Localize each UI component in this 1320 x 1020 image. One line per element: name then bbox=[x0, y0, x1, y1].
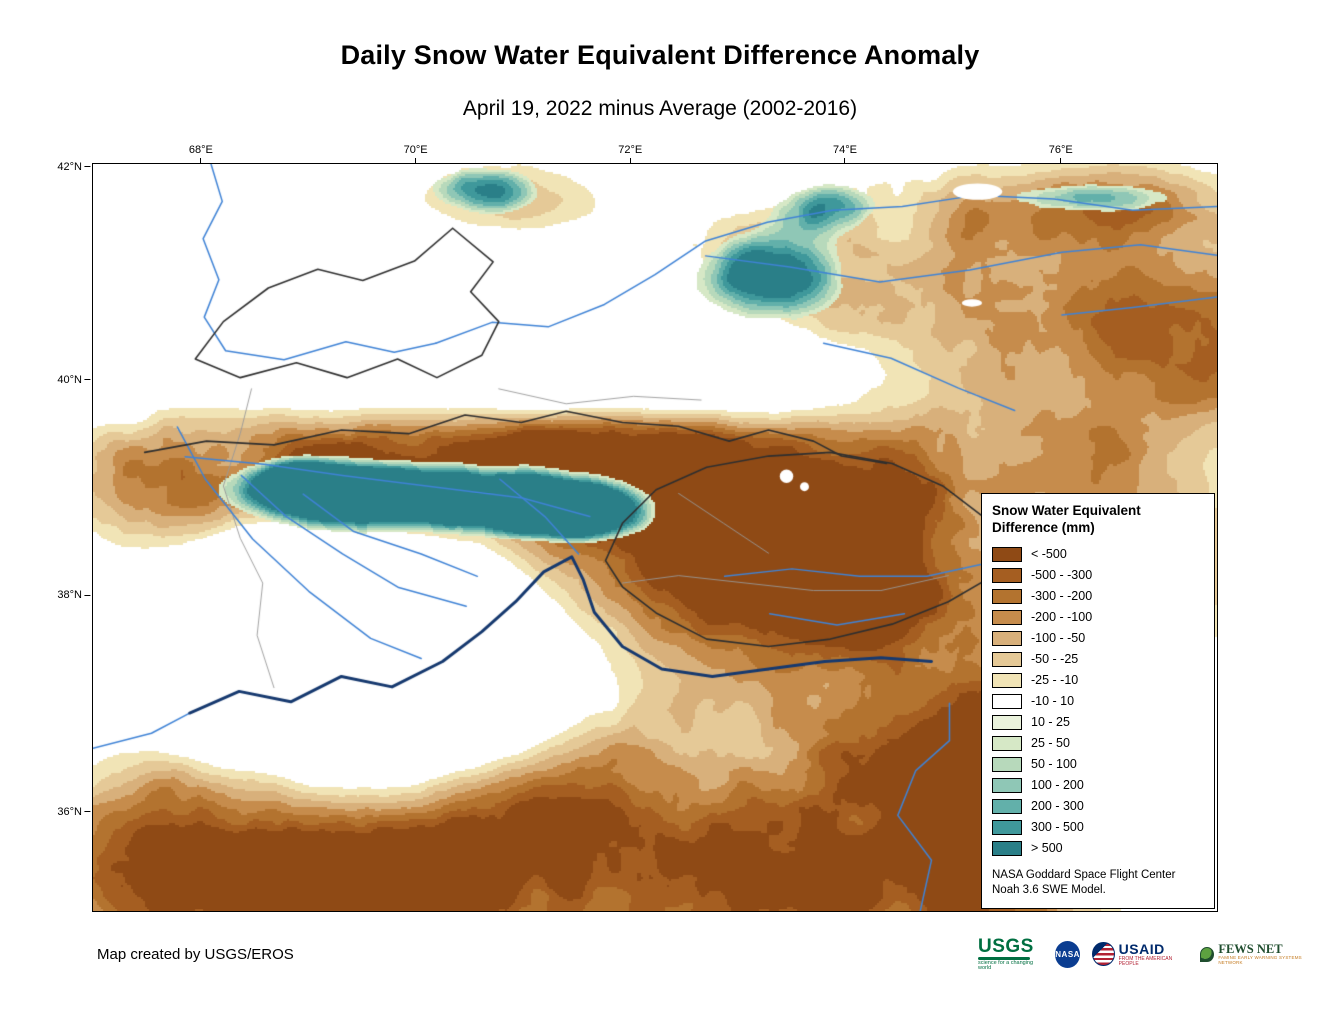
legend-swatch bbox=[992, 672, 1022, 688]
fewsnet-globe-icon bbox=[1200, 946, 1215, 962]
tick-mark bbox=[629, 158, 631, 163]
legend-row: -10 - 10 bbox=[992, 691, 1204, 712]
legend-label: 200 - 300 bbox=[1031, 799, 1084, 814]
y-tick-label: 42°N bbox=[57, 160, 82, 173]
legend-label: > 500 bbox=[1031, 841, 1063, 856]
legend-label: -300 - -200 bbox=[1031, 589, 1093, 604]
usaid-seal-icon bbox=[1092, 942, 1115, 966]
legend-note-line1: NASA Goddard Space Flight Center bbox=[992, 868, 1176, 881]
x-tick-label: 68°E bbox=[188, 144, 213, 156]
usaid-tagline: FROM THE AMERICAN PEOPLE bbox=[1118, 955, 1173, 967]
legend-swatch bbox=[992, 819, 1022, 835]
legend-title: Snow Water Equivalent Difference (mm) bbox=[992, 503, 1204, 537]
y-tick-40n: 40°N bbox=[57, 374, 90, 386]
x-tick-76e: 76°E bbox=[1049, 144, 1073, 163]
legend-row: 300 - 500 bbox=[992, 817, 1204, 838]
legend-label: -200 - -100 bbox=[1031, 610, 1093, 625]
legend-label: 300 - 500 bbox=[1031, 820, 1084, 835]
tick-mark bbox=[844, 158, 846, 163]
legend-label: 100 - 200 bbox=[1031, 778, 1084, 793]
y-tick-label: 36°N bbox=[57, 805, 82, 818]
fewsnet-logo-text: FEWS NET bbox=[1218, 941, 1283, 956]
legend-row: 200 - 300 bbox=[992, 796, 1204, 817]
legend-swatch bbox=[992, 840, 1022, 856]
legend-swatch bbox=[992, 798, 1022, 814]
page-title: Daily Snow Water Equivalent Difference A… bbox=[340, 40, 980, 70]
legend-swatch bbox=[992, 546, 1022, 562]
x-tick-label: 72°E bbox=[618, 144, 643, 156]
legend-label: -100 - -50 bbox=[1031, 631, 1086, 646]
y-tick-42n: 42°N bbox=[57, 161, 90, 173]
legend-label: -50 - -25 bbox=[1031, 652, 1079, 667]
usgs-tagline: science for a changing world bbox=[978, 959, 1034, 971]
legend-swatch bbox=[992, 735, 1022, 751]
fewsnet-tagline: FAMINE EARLY WARNING SYSTEMS NETWORK bbox=[1218, 955, 1302, 965]
y-tick-38n: 38°N bbox=[57, 589, 90, 601]
legend-label: -25 - -10 bbox=[1031, 673, 1079, 688]
logo-strip: USGS science for a changing world NASA U… bbox=[978, 937, 1320, 971]
map-credit: Map created by USGS/EROS bbox=[97, 946, 294, 963]
x-tick-72e: 72°E bbox=[618, 144, 642, 163]
tick-mark bbox=[84, 379, 90, 381]
legend-row: -500 - -300 bbox=[992, 565, 1204, 586]
x-tick-label: 74°E bbox=[832, 144, 857, 156]
usgs-wave-icon bbox=[978, 956, 1030, 960]
legend-label: 50 - 100 bbox=[1031, 757, 1077, 772]
x-tick-68e: 68°E bbox=[189, 144, 213, 163]
y-tick-36n: 36°N bbox=[57, 806, 90, 818]
x-tick-label: 76°E bbox=[1048, 144, 1073, 156]
legend-swatch bbox=[992, 609, 1022, 625]
legend-title-line2: Difference (mm) bbox=[992, 519, 1095, 535]
fewsnet-logo: FEWS NET FAMINE EARLY WARNING SYSTEMS NE… bbox=[1200, 943, 1320, 966]
usaid-logo: USAID FROM THE AMERICAN PEOPLE bbox=[1092, 942, 1188, 967]
tick-mark bbox=[1060, 158, 1062, 163]
legend-swatch bbox=[992, 567, 1022, 583]
tick-mark bbox=[84, 811, 90, 813]
usaid-logo-text: USAID bbox=[1118, 940, 1165, 957]
tick-mark bbox=[84, 166, 90, 168]
legend-label: 25 - 50 bbox=[1031, 736, 1070, 751]
usgs-logo-text: USGS bbox=[978, 935, 1034, 957]
legend-source-note: NASA Goddard Space Flight Center Noah 3.… bbox=[992, 868, 1204, 899]
y-tick-label: 38°N bbox=[57, 589, 82, 602]
legend-swatch bbox=[992, 777, 1022, 793]
map-frame: 68°E 70°E 72°E 74°E 76°E 42°N 40°N 38°N … bbox=[57, 144, 1218, 912]
x-tick-label: 70°E bbox=[403, 144, 428, 156]
legend-swatch bbox=[992, 714, 1022, 730]
legend-row: 50 - 100 bbox=[992, 754, 1204, 775]
legend-row: 10 - 25 bbox=[992, 712, 1204, 733]
legend-row: 100 - 200 bbox=[992, 775, 1204, 796]
legend-swatch bbox=[992, 693, 1022, 709]
page-subtitle: April 19, 2022 minus Average (2002-2016) bbox=[462, 97, 858, 120]
legend-row: -100 - -50 bbox=[992, 628, 1204, 649]
tick-mark bbox=[415, 158, 417, 163]
legend-label: < -500 bbox=[1031, 547, 1067, 562]
legend-label: -10 - 10 bbox=[1031, 694, 1075, 709]
legend-swatch bbox=[992, 756, 1022, 772]
legend-swatch bbox=[992, 651, 1022, 667]
x-tick-74e: 74°E bbox=[833, 144, 857, 163]
x-tick-70e: 70°E bbox=[404, 144, 428, 163]
nasa-logo: NASA bbox=[1055, 940, 1081, 968]
nasa-logo-text: NASA bbox=[1055, 949, 1080, 959]
legend-title-line1: Snow Water Equivalent bbox=[992, 503, 1141, 518]
usgs-logo: USGS science for a changing world bbox=[978, 937, 1043, 972]
legend-row: -300 - -200 bbox=[992, 586, 1204, 607]
legend-label: -500 - -300 bbox=[1031, 568, 1093, 583]
legend-note-line2: Noah 3.6 SWE Model. bbox=[992, 884, 1106, 897]
legend-row: -200 - -100 bbox=[992, 607, 1204, 628]
legend-row: -50 - -25 bbox=[992, 649, 1204, 670]
legend-row: 25 - 50 bbox=[992, 733, 1204, 754]
legend-label: 10 - 25 bbox=[1031, 715, 1070, 730]
legend-row: < -500 bbox=[992, 544, 1204, 565]
tick-mark bbox=[200, 158, 202, 163]
legend-row: -25 - -10 bbox=[992, 670, 1204, 691]
legend: Snow Water Equivalent Difference (mm) < … bbox=[981, 493, 1215, 909]
legend-swatch bbox=[992, 630, 1022, 646]
legend-row: > 500 bbox=[992, 838, 1204, 859]
legend-swatch bbox=[992, 588, 1022, 604]
y-tick-label: 40°N bbox=[57, 373, 82, 386]
tick-mark bbox=[84, 594, 90, 596]
